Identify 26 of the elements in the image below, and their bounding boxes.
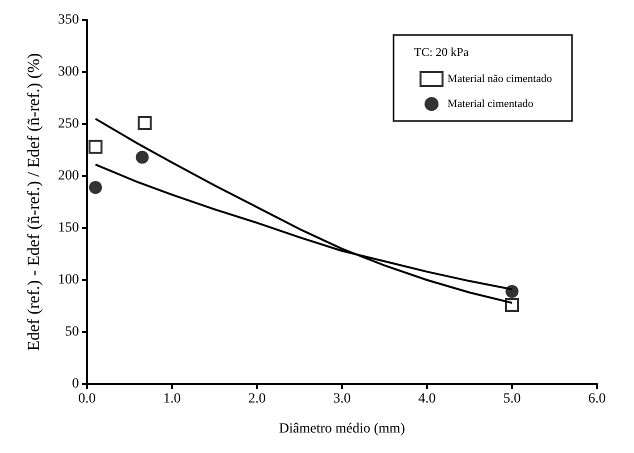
x-tick-label: 3.0 (333, 392, 351, 406)
y-tick-label: 300 (58, 64, 79, 80)
point (136, 150, 149, 164)
x-axis-title: Diâmetro médio (mm) (279, 422, 406, 436)
point (89, 180, 102, 194)
x-tick-label: 2.0 (248, 392, 266, 406)
legend-title: TC: 20 kPa (414, 45, 470, 59)
legend-label: Material não cimentado (448, 73, 552, 85)
x-tick-label: 6.0 (588, 392, 606, 406)
y-tick-label: 0 (72, 376, 79, 392)
x-tick-label: 4.0 (418, 392, 436, 406)
point (506, 284, 518, 298)
y-tick-label: 100 (58, 272, 79, 288)
point (138, 116, 152, 130)
y-tick-label: 200 (58, 168, 79, 184)
x-tick-label: 5.0 (503, 392, 521, 406)
x-tick-label: 1.0 (163, 392, 181, 406)
legend-label: Material cimentado (448, 98, 534, 110)
x-tick-label: 0.0 (78, 392, 96, 406)
point (505, 298, 519, 312)
y-tick-label: 250 (58, 116, 79, 132)
y-tick-label: 150 (58, 220, 79, 236)
y-tick-label: 350 (58, 12, 79, 28)
y-tick-label: 50 (65, 324, 79, 340)
y-axis-title: Edef (ref.) - Edef (ñ-ref.) / Edef (ñ-ref.) (%) (24, 53, 43, 351)
point (88, 140, 102, 154)
